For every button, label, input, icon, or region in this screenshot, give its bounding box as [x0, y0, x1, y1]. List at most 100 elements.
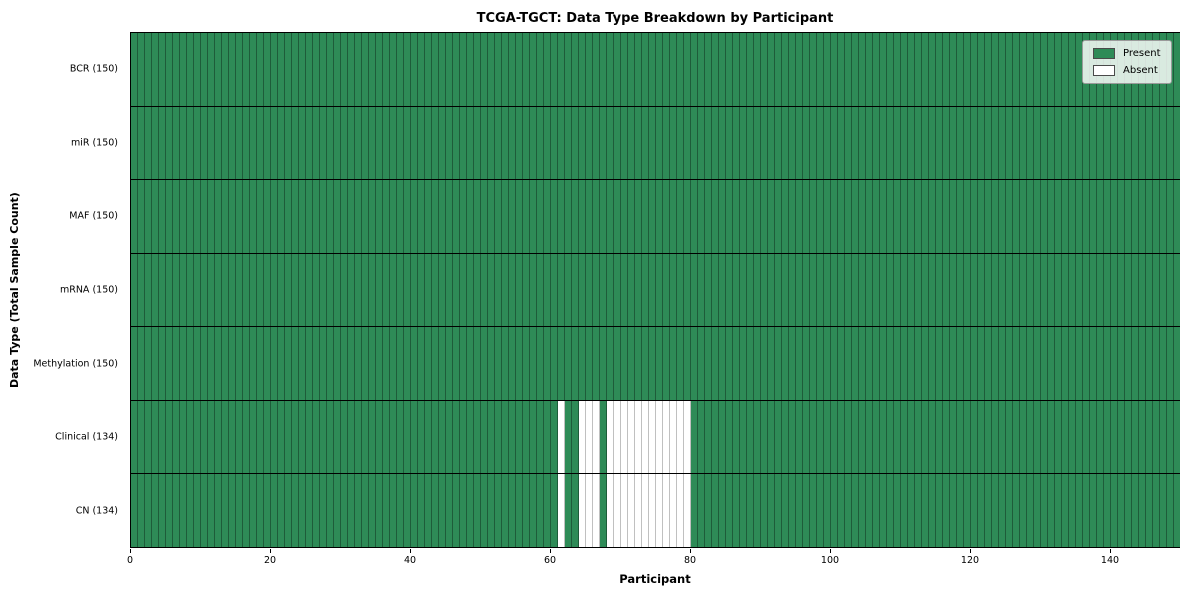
heatmap-cell-present: [495, 400, 502, 474]
heatmap-cell-present: [278, 33, 285, 106]
heatmap-cell-present: [215, 33, 222, 106]
heatmap-cell-present: [376, 33, 383, 106]
heatmap-cell-present: [1083, 106, 1090, 180]
heatmap-cell-present: [397, 400, 404, 474]
y-tick-label: Clinical (134): [55, 431, 118, 443]
heatmap-cell-present: [411, 180, 418, 253]
heatmap-cell-present: [824, 106, 831, 180]
heatmap-cell-present: [1160, 400, 1167, 474]
heatmap-cell-present: [1097, 327, 1104, 400]
heatmap-cell-present: [747, 327, 754, 400]
heatmap-cell-present: [824, 327, 831, 400]
heatmap-cell-present: [488, 474, 495, 548]
heatmap-cell-present: [1118, 106, 1125, 180]
heatmap-cell-present: [1027, 253, 1034, 327]
heatmap-cell-present: [299, 106, 306, 180]
heatmap-cell-present: [439, 474, 446, 548]
heatmap-cell-present: [173, 106, 180, 180]
heatmap-cell-present: [1167, 327, 1174, 400]
heatmap-cell-present: [187, 180, 194, 253]
heatmap-cell-absent: [579, 474, 586, 548]
heatmap-cell-absent: [593, 400, 600, 474]
heatmap-cell-present: [600, 400, 607, 474]
heatmap-cell-present: [453, 400, 460, 474]
heatmap-cell-present: [677, 253, 684, 327]
heatmap-cell-present: [341, 106, 348, 180]
heatmap-cell-present: [908, 253, 915, 327]
heatmap-cell-present: [215, 180, 222, 253]
heatmap-cell-present: [796, 106, 803, 180]
heatmap-cell-present: [964, 253, 971, 327]
heatmap-cell-present: [684, 327, 691, 400]
heatmap-cell-present: [761, 33, 768, 106]
heatmap-cell-present: [327, 33, 334, 106]
heatmap-cell-present: [1013, 327, 1020, 400]
heatmap-cell-present: [1048, 180, 1055, 253]
heatmap-cell-present: [929, 33, 936, 106]
heatmap-cell-present: [159, 327, 166, 400]
heatmap-cell-present: [530, 106, 537, 180]
heatmap-cell-present: [1125, 106, 1132, 180]
heatmap-cell-present: [285, 400, 292, 474]
heatmap-cell-present: [754, 253, 761, 327]
heatmap-cell-present: [628, 327, 635, 400]
heatmap-cell-present: [1104, 327, 1111, 400]
heatmap-cell-present: [376, 180, 383, 253]
heatmap-cell-present: [509, 253, 516, 327]
heatmap-cell-present: [691, 180, 698, 253]
heatmap-cell-present: [495, 327, 502, 400]
heatmap-cell-absent: [558, 474, 565, 548]
heatmap-cell-present: [257, 33, 264, 106]
heatmap-cell-present: [824, 33, 831, 106]
x-tick-label: 120: [960, 555, 980, 566]
heatmap-cell-present: [418, 33, 425, 106]
heatmap-cell-present: [1027, 106, 1034, 180]
heatmap-cell-present: [1153, 400, 1160, 474]
heatmap-cell-present: [439, 180, 446, 253]
heatmap-cell-present: [761, 474, 768, 548]
heatmap-cell-present: [1048, 253, 1055, 327]
heatmap-cell-present: [285, 474, 292, 548]
heatmap-cell-present: [1055, 180, 1062, 253]
heatmap-cell-present: [845, 400, 852, 474]
heatmap-cell-present: [957, 180, 964, 253]
heatmap-cell-present: [236, 327, 243, 400]
heatmap-cell-present: [411, 106, 418, 180]
heatmap-cell-present: [1174, 253, 1180, 327]
heatmap-cell-present: [943, 253, 950, 327]
heatmap-cell-present: [222, 180, 229, 253]
heatmap-cell-present: [1048, 400, 1055, 474]
heatmap-cell-absent: [628, 474, 635, 548]
heatmap-cell-present: [1062, 106, 1069, 180]
heatmap-cell-present: [1139, 106, 1146, 180]
heatmap-cell-present: [1167, 400, 1174, 474]
heatmap-cell-present: [1125, 474, 1132, 548]
heatmap-cell-present: [628, 106, 635, 180]
heatmap-cell-present: [327, 327, 334, 400]
heatmap-cell-present: [369, 33, 376, 106]
heatmap-cell-present: [1062, 327, 1069, 400]
heatmap-cell-present: [320, 106, 327, 180]
heatmap-cell-present: [873, 33, 880, 106]
heatmap-cell-present: [544, 327, 551, 400]
heatmap-cell-present: [355, 400, 362, 474]
heatmap-cell-present: [677, 327, 684, 400]
heatmap-cell-present: [614, 33, 621, 106]
heatmap-cell-present: [453, 474, 460, 548]
heatmap-cell-present: [852, 33, 859, 106]
heatmap-cell-present: [173, 33, 180, 106]
heatmap-cell-present: [250, 33, 257, 106]
heatmap-cell-present: [607, 327, 614, 400]
heatmap-cell-present: [194, 33, 201, 106]
heatmap-cell-present: [852, 180, 859, 253]
heatmap-cell-present: [306, 180, 313, 253]
heatmap-cell-present: [943, 400, 950, 474]
heatmap-cell-present: [565, 33, 572, 106]
heatmap-cell-present: [502, 106, 509, 180]
heatmap-cell-present: [509, 33, 516, 106]
heatmap-cell-present: [999, 253, 1006, 327]
heatmap-cell-present: [558, 327, 565, 400]
heatmap-cell-present: [285, 33, 292, 106]
heatmap-cell-present: [663, 106, 670, 180]
heatmap-cell-present: [131, 106, 138, 180]
